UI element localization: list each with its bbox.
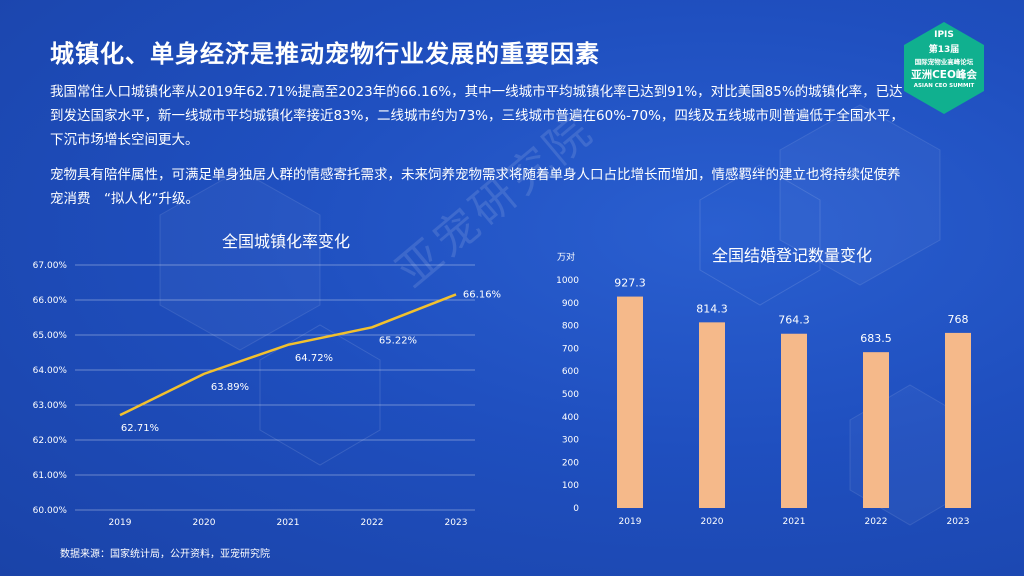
bar-chart-bar bbox=[781, 333, 807, 508]
bar-chart-ytick-label: 200 bbox=[562, 458, 579, 468]
bar-chart-ytick-label: 700 bbox=[562, 344, 579, 354]
bar-chart-xtick-label: 2022 bbox=[865, 517, 888, 527]
line-chart-ytick-label: 66.00% bbox=[33, 296, 68, 306]
bar-chart-ytick-label: 900 bbox=[562, 299, 579, 309]
line-chart-ytick-label: 61.00% bbox=[33, 471, 68, 481]
bar-chart-xtick-label: 2023 bbox=[947, 517, 970, 527]
logo-summit-cn: 亚洲CEO峰会 bbox=[911, 69, 977, 81]
bar-chart-ytick-label: 800 bbox=[562, 322, 579, 332]
bar-chart-data-label: 768 bbox=[948, 313, 969, 326]
line-chart-xtick-label: 2023 bbox=[445, 518, 468, 528]
line-chart-ytick-label: 65.00% bbox=[33, 331, 68, 341]
line-chart-ytick-label: 64.00% bbox=[33, 366, 68, 376]
line-chart-xtick-label: 2022 bbox=[361, 518, 384, 528]
bar-chart-data-label: 683.5 bbox=[860, 332, 892, 345]
logo-forum: 国际宠物业高峰论坛 bbox=[914, 58, 974, 66]
bar-chart-data-label: 814.3 bbox=[696, 302, 728, 315]
bar-chart-ylabel: 万对 bbox=[557, 251, 575, 263]
line-chart-title: 全国城镇化率变化 bbox=[222, 232, 351, 251]
bar-chart-bar bbox=[863, 352, 889, 508]
line-chart-data-label: 64.72% bbox=[295, 353, 333, 364]
bar-chart-ytick-label: 400 bbox=[562, 413, 579, 423]
line-chart-data-label: 65.22% bbox=[379, 335, 417, 346]
urbanization-line-chart: 60.00% 61.00% 62.00% 63.00% 64.00% 65.00% 66.0… bbox=[33, 261, 501, 528]
page-title: 城镇化、单身经济是推动宠物行业发展的重要因素 bbox=[50, 40, 600, 68]
bar-chart-bar bbox=[699, 322, 725, 508]
logo-edition: 第13届 bbox=[928, 45, 960, 55]
logo-summit-en: ASIAN CEO SUMMIT bbox=[913, 83, 975, 89]
bar-chart-ytick-label: 100 bbox=[562, 481, 579, 491]
bar-chart-title: 全国结婚登记数量变化 bbox=[712, 246, 873, 265]
summit-logo: IPIS 第13届 国际宠物业高峰论坛 亚洲CEO峰会 ASIAN CEO SU… bbox=[904, 22, 984, 114]
bar-chart-bar bbox=[945, 332, 971, 508]
paragraph-urbanization: 我国常住人口城镇化率从2019年62.71%提高至2023年的66.16%，其中… bbox=[50, 84, 904, 148]
line-chart-series-line bbox=[119, 293, 457, 417]
line-chart-data-label: 63.89% bbox=[211, 382, 249, 393]
bar-chart-xtick-label: 2020 bbox=[701, 517, 724, 527]
bar-chart-ytick-label: 1000 bbox=[556, 276, 579, 286]
bar-chart-bar bbox=[617, 296, 643, 508]
bar-chart-data-label: 764.3 bbox=[778, 314, 810, 327]
bar-chart-xtick-label: 2019 bbox=[619, 517, 642, 527]
logo-ipis: IPIS bbox=[934, 30, 954, 40]
line-chart-ytick-label: 62.00% bbox=[33, 436, 68, 446]
line-chart-ytick-label: 63.00% bbox=[33, 401, 68, 411]
logo-hexagon-shape bbox=[904, 22, 984, 114]
line-chart-data-label: 62.71% bbox=[121, 423, 159, 434]
bar-chart-ytick-label: 500 bbox=[562, 390, 579, 400]
line-chart-ytick-label: 60.00% bbox=[33, 506, 68, 516]
bar-chart-ytick-label: 300 bbox=[562, 436, 579, 446]
data-source: 数据来源：国家统计局，公开资料，亚宠研究院 bbox=[60, 549, 270, 560]
marriage-bar-chart: 万对 0 100 200 300 400 500 600 700 800 900 1000 927.3 2… bbox=[556, 251, 971, 527]
line-chart-xtick-label: 2021 bbox=[277, 518, 300, 528]
paragraph-pets: 宠物具有陪伴属性，可满足单身独居人群的情感寄托需求，未来饲养宠物需求将随着单身人… bbox=[50, 167, 901, 207]
bar-chart-ytick-label: 0 bbox=[573, 504, 579, 514]
line-chart-xtick-label: 2019 bbox=[109, 518, 132, 528]
line-chart-data-label: 66.16% bbox=[463, 289, 501, 300]
bar-chart-ytick-label: 600 bbox=[562, 367, 579, 377]
line-chart-ytick-label: 67.00% bbox=[33, 261, 68, 271]
bar-chart-data-label: 927.3 bbox=[614, 277, 646, 290]
line-chart-xtick-label: 2020 bbox=[193, 518, 216, 528]
bar-chart-xtick-label: 2021 bbox=[783, 517, 806, 527]
